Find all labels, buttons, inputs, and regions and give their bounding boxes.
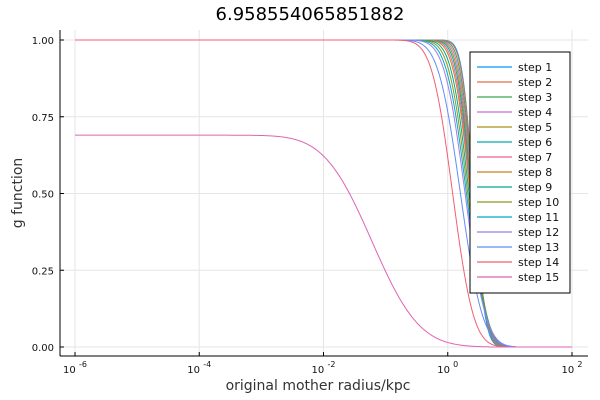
chart-title: 6.958554065851882 [216,4,405,25]
legend-entry: step 12 [518,226,559,239]
legend-entry: step 13 [518,241,559,254]
legend-entry: step 2 [518,76,552,89]
x-tick-label: 10 2 [562,360,583,376]
legend-entry: step 6 [518,136,552,149]
x-tick-label: 10 0 [437,360,458,376]
x-tick-label: 10 -6 [63,360,87,376]
legend-entry: step 8 [518,166,552,179]
series-line [75,134,572,348]
legend-entry: step 7 [518,151,552,164]
legend-entry: step 15 [518,271,559,284]
legend-entry: step 3 [518,91,552,104]
y-tick-label: 0.00 [32,343,54,354]
x-tick-label: 10 -2 [312,360,336,376]
y-tick-label: 0.50 [32,190,54,201]
y-tick-label: 1.00 [32,36,54,47]
legend-entry: step 1 [518,61,552,74]
legend-entry: step 10 [518,196,559,209]
x-tick-label: 10 -4 [187,360,211,376]
legend-entry: step 9 [518,181,552,194]
y-tick-label: 0.75 [32,113,54,124]
legend: step 1 step 2 step 3 step 4 step 5 step 6 step… [469,51,571,294]
legend-entry: step 4 [518,106,552,119]
legend-entry: step 5 [518,121,552,134]
legend-entry: step 14 [518,256,559,269]
y-tick-label: 0.25 [32,266,54,277]
series-lines [75,39,572,348]
series-line [75,39,572,348]
legend-entry: step 11 [518,211,559,224]
x-axis-label: original mother radius/kpc [226,378,411,394]
y-axis-label: g function [10,158,26,229]
